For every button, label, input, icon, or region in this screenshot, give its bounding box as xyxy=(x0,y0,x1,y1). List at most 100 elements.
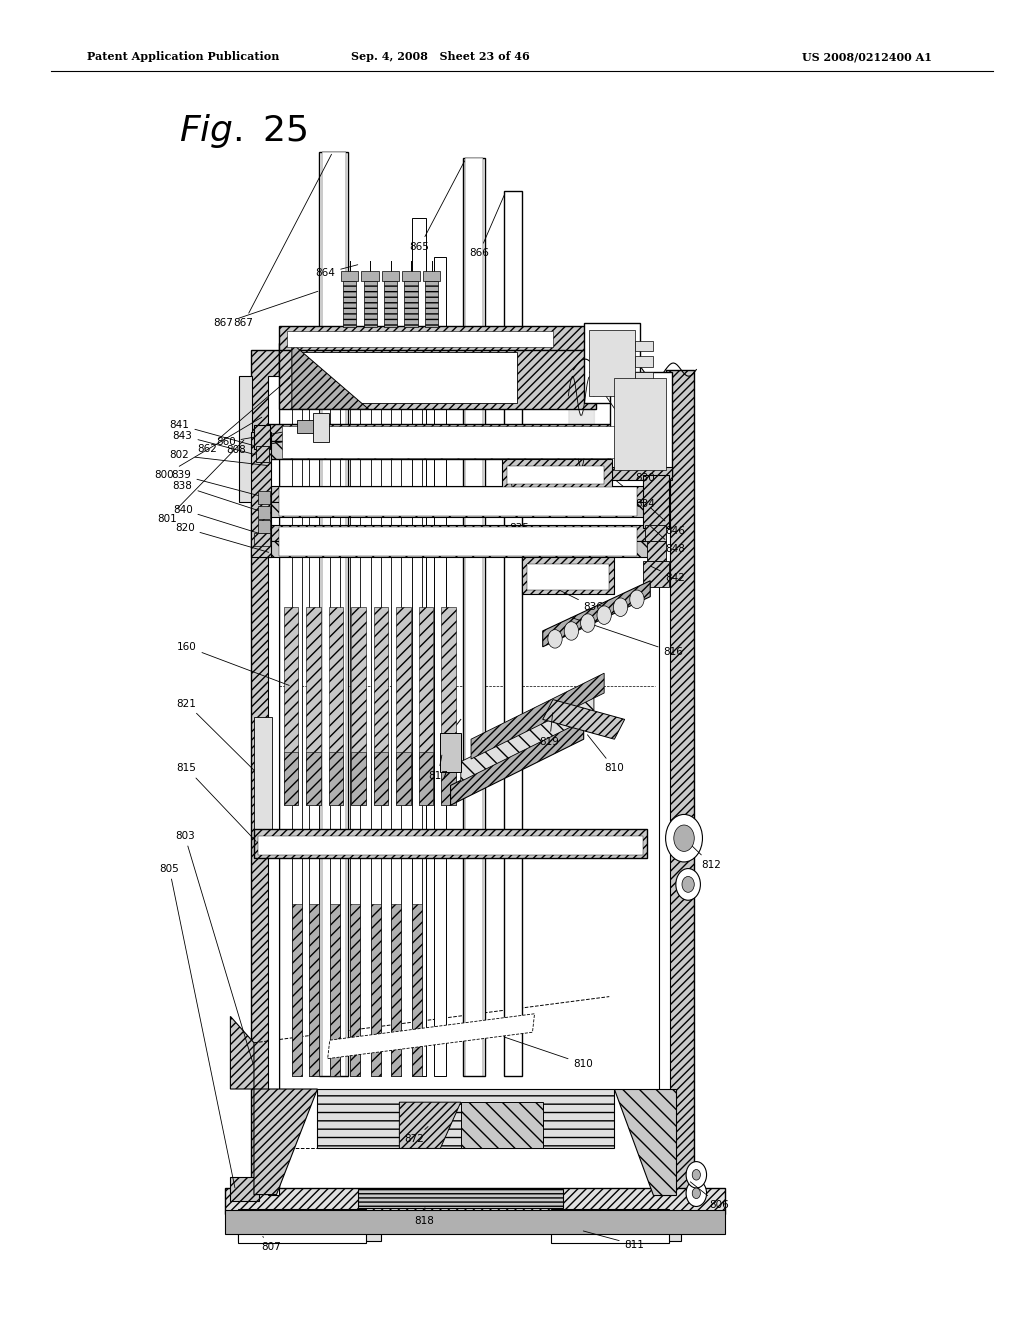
Text: 802: 802 xyxy=(170,450,268,466)
Text: 815: 815 xyxy=(177,763,256,841)
Bar xyxy=(343,281,356,327)
Bar xyxy=(268,502,657,517)
Text: $\mathit{Fig.}$ $\mathit{25}$: $\mathit{Fig.}$ $\mathit{25}$ xyxy=(179,112,308,150)
Bar xyxy=(404,281,418,327)
Bar xyxy=(391,389,401,1076)
Bar xyxy=(284,752,298,805)
Bar xyxy=(391,904,401,1076)
Text: 836: 836 xyxy=(529,576,603,612)
Text: 867: 867 xyxy=(214,292,317,329)
Bar xyxy=(507,466,604,484)
Bar xyxy=(441,752,456,805)
Bar xyxy=(287,331,553,347)
Polygon shape xyxy=(399,1102,461,1148)
Circle shape xyxy=(674,825,694,851)
Polygon shape xyxy=(471,673,604,759)
Bar xyxy=(268,424,657,442)
Bar xyxy=(374,752,388,805)
Bar xyxy=(396,752,411,805)
Text: 841: 841 xyxy=(170,420,253,445)
Text: 860: 860 xyxy=(216,429,297,447)
Text: 810: 810 xyxy=(588,735,624,774)
Bar xyxy=(419,752,433,805)
Text: Sep. 4, 2008   Sheet 23 of 46: Sep. 4, 2008 Sheet 23 of 46 xyxy=(351,51,529,62)
Text: 867: 867 xyxy=(233,154,332,329)
Text: 840: 840 xyxy=(173,504,268,536)
Polygon shape xyxy=(543,700,625,739)
Text: 816: 816 xyxy=(571,618,683,657)
Text: 863: 863 xyxy=(590,372,647,447)
Bar xyxy=(254,425,270,449)
Bar xyxy=(306,752,321,805)
Text: 835: 835 xyxy=(509,477,528,533)
Text: 819: 819 xyxy=(540,713,559,747)
Bar xyxy=(254,533,270,546)
Bar xyxy=(423,271,440,281)
Bar xyxy=(635,341,653,351)
Bar xyxy=(527,564,609,590)
Bar xyxy=(382,271,399,281)
Text: 810: 810 xyxy=(505,1038,593,1069)
Bar xyxy=(254,717,272,829)
Bar xyxy=(584,323,640,403)
Circle shape xyxy=(630,590,644,609)
Bar xyxy=(279,343,596,409)
Text: 834: 834 xyxy=(616,480,654,510)
Text: 866: 866 xyxy=(469,194,505,259)
Circle shape xyxy=(692,1170,700,1180)
Text: 160: 160 xyxy=(177,642,289,685)
Bar xyxy=(330,904,340,1076)
Text: 842: 842 xyxy=(650,566,685,583)
Polygon shape xyxy=(666,370,694,1195)
Bar xyxy=(282,426,630,458)
Text: US 2008/0212400 A1: US 2008/0212400 A1 xyxy=(802,51,932,62)
Polygon shape xyxy=(461,696,594,781)
Bar xyxy=(551,1209,669,1243)
Circle shape xyxy=(676,869,700,900)
Circle shape xyxy=(666,814,702,862)
Text: 820: 820 xyxy=(175,523,268,552)
Bar xyxy=(329,607,343,805)
Text: 839: 839 xyxy=(172,470,268,498)
Bar xyxy=(384,281,397,327)
Bar xyxy=(361,271,379,281)
Bar xyxy=(412,904,422,1076)
Bar xyxy=(371,904,381,1076)
Bar xyxy=(502,459,612,488)
Text: 865: 865 xyxy=(410,161,465,252)
Bar xyxy=(643,561,669,587)
Text: 811: 811 xyxy=(584,1232,644,1250)
Polygon shape xyxy=(317,1089,614,1148)
Text: 821: 821 xyxy=(177,698,254,771)
Bar xyxy=(350,904,360,1076)
Polygon shape xyxy=(543,581,650,647)
Circle shape xyxy=(564,622,579,640)
Bar xyxy=(268,541,657,557)
Circle shape xyxy=(597,606,611,624)
Text: 808: 808 xyxy=(226,436,314,455)
Bar xyxy=(589,330,635,396)
Bar xyxy=(238,1212,381,1241)
Bar xyxy=(396,607,411,805)
Bar xyxy=(341,271,358,281)
Bar xyxy=(251,432,271,557)
Bar xyxy=(463,158,485,1076)
Bar xyxy=(284,607,298,805)
Text: 872: 872 xyxy=(404,1126,428,1144)
Polygon shape xyxy=(254,1089,317,1195)
Bar xyxy=(441,607,456,805)
Bar xyxy=(412,389,422,1076)
Circle shape xyxy=(686,1162,707,1188)
Text: Patent Application Publication: Patent Application Publication xyxy=(87,51,280,62)
Bar xyxy=(358,1189,563,1208)
Text: 800: 800 xyxy=(155,417,262,480)
Bar xyxy=(329,752,343,805)
Bar xyxy=(610,467,672,480)
Bar xyxy=(279,326,596,350)
Text: 812: 812 xyxy=(686,840,721,870)
Bar xyxy=(292,389,302,1076)
Bar xyxy=(645,525,666,541)
Bar xyxy=(322,152,346,1076)
Bar xyxy=(522,557,614,594)
Polygon shape xyxy=(230,1016,254,1089)
